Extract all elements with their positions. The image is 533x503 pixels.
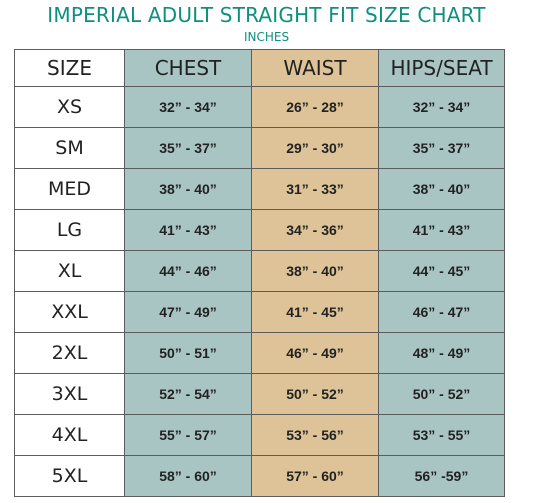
waist-value: 53” - 56”	[251, 414, 379, 456]
chest-value: 58” - 60”	[124, 455, 252, 497]
size-label: XL	[14, 250, 125, 292]
waist-value: 26” - 28”	[251, 86, 379, 128]
table-row: XS 32” - 34” 26” - 28” 32” - 34”	[14, 86, 505, 128]
chest-value: 35” - 37”	[124, 127, 252, 169]
chest-value: 41” - 43”	[124, 209, 252, 251]
chest-value: 32” - 34”	[124, 86, 252, 128]
table-row: 4XL 55” - 57” 53” - 56” 53” - 55”	[14, 414, 505, 456]
header-waist: WAIST	[251, 49, 379, 87]
waist-value: 46” - 49”	[251, 332, 379, 374]
table-row: XXL 47” - 49” 41” - 45” 46” - 47”	[14, 291, 505, 333]
size-label: 3XL	[14, 373, 125, 415]
size-label: XS	[14, 86, 125, 128]
table-row: 5XL 58” - 60” 57” - 60” 56” -59”	[14, 455, 505, 497]
waist-value: 41” - 45”	[251, 291, 379, 333]
table-row: 3XL 52” - 54” 50” - 52” 50” - 52”	[14, 373, 505, 415]
waist-value: 34” - 36”	[251, 209, 379, 251]
header-hips-seat: HIPS/SEAT	[378, 49, 505, 87]
chest-value: 38” - 40”	[124, 168, 252, 210]
chest-value: 55” - 57”	[124, 414, 252, 456]
chest-value: 44” - 46”	[124, 250, 252, 292]
hips-value: 38” - 40”	[378, 168, 505, 210]
table-row: XL 44” - 46” 38” - 40” 44” - 45”	[14, 250, 505, 292]
size-rows: XS 32” - 34” 26” - 28” 32” - 34” SM 35” …	[14, 86, 505, 497]
waist-value: 38” - 40”	[251, 250, 379, 292]
chart-title: IMPERIAL ADULT STRAIGHT FIT SIZE CHART	[47, 3, 486, 27]
header-row: SIZE CHEST WAIST HIPS/SEAT	[14, 49, 505, 87]
size-label: XXL	[14, 291, 125, 333]
size-label: MED	[14, 168, 125, 210]
size-label: 4XL	[14, 414, 125, 456]
table-row: 2XL 50” - 51” 46” - 49” 48” - 49”	[14, 332, 505, 374]
hips-value: 32” - 34”	[378, 86, 505, 128]
waist-value: 29” - 30”	[251, 127, 379, 169]
hips-value: 56” -59”	[378, 455, 505, 497]
size-label: LG	[14, 209, 125, 251]
header-size: SIZE	[14, 49, 125, 87]
chest-value: 50” - 51”	[124, 332, 252, 374]
hips-value: 50” - 52”	[378, 373, 505, 415]
size-chart-table: SIZE CHEST WAIST HIPS/SEAT XS 32” - 34” …	[14, 49, 505, 497]
chest-value: 47” - 49”	[124, 291, 252, 333]
hips-value: 53” - 55”	[378, 414, 505, 456]
header-chest: CHEST	[124, 49, 252, 87]
table-row: SM 35” - 37” 29” - 30” 35” - 37”	[14, 127, 505, 169]
table-row: LG 41” - 43” 34” - 36” 41” - 43”	[14, 209, 505, 251]
hips-value: 41” - 43”	[378, 209, 505, 251]
size-label: 2XL	[14, 332, 125, 374]
chart-subtitle: INCHES	[243, 30, 290, 44]
size-label: 5XL	[14, 455, 125, 497]
hips-value: 48” - 49”	[378, 332, 505, 374]
hips-value: 46” - 47”	[378, 291, 505, 333]
hips-value: 35” - 37”	[378, 127, 505, 169]
table-row: MED 38” - 40” 31” - 33” 38” - 40”	[14, 168, 505, 210]
hips-value: 44” - 45”	[378, 250, 505, 292]
size-label: SM	[14, 127, 125, 169]
waist-value: 50” - 52”	[251, 373, 379, 415]
waist-value: 57” - 60”	[251, 455, 379, 497]
waist-value: 31” - 33”	[251, 168, 379, 210]
chest-value: 52” - 54”	[124, 373, 252, 415]
